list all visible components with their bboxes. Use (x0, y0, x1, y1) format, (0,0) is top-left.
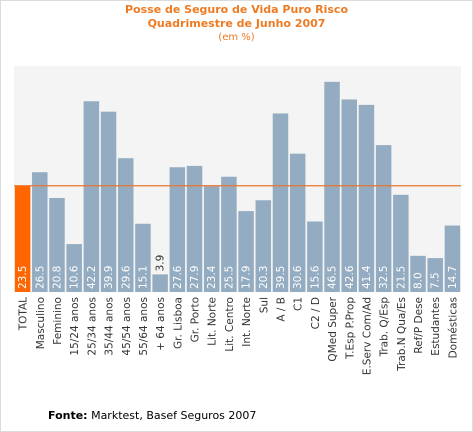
bar (83, 101, 100, 292)
category-label: Trab.N Qua/Es (396, 297, 408, 372)
bar-value-label: 21.5 (395, 266, 407, 289)
bar-value-label: 23.5 (17, 266, 29, 289)
bar (118, 158, 134, 292)
bar (324, 81, 340, 292)
bar (152, 274, 168, 292)
category-label: Int. Norte (241, 297, 253, 347)
bar (169, 167, 186, 292)
bar-value-label: 15.6 (309, 265, 321, 289)
category-label: 15/24 anos (69, 297, 81, 356)
category-label: Gr. Lisboa (172, 297, 184, 349)
category-label: E.Serv Com/Ad (361, 297, 373, 375)
bar-value-label: 39.5 (275, 266, 287, 289)
category-label: Masculino (35, 297, 47, 349)
bar-value-label: 8.0 (413, 272, 425, 289)
category-label: Domésticas (447, 297, 459, 358)
bar (307, 221, 323, 292)
bar-value-label: 27.6 (172, 265, 184, 289)
bar (32, 172, 48, 292)
category-label: 45/54 anos (121, 297, 133, 356)
category-label: Gr. Porto (190, 297, 202, 342)
bar (289, 153, 306, 292)
category-label: QMed Super (327, 296, 339, 361)
bar-value-label: 3.9 (155, 255, 167, 272)
chart-subtitle: Quadrimestre de Junho 2007 (147, 17, 326, 30)
bar (393, 194, 409, 292)
category-label: A / B (275, 297, 287, 322)
category-label: Lit. Centro (224, 297, 236, 352)
bar (135, 223, 151, 292)
bar-value-label: 27.9 (189, 266, 201, 289)
source-footer: Fonte: Marktest, Basef Seguros 2007 (48, 409, 256, 422)
bar (272, 113, 289, 293)
bar-value-label: 14.7 (447, 266, 459, 289)
category-label: 35/44 anos (104, 297, 116, 356)
bar-value-label: 32.5 (378, 266, 390, 289)
bar (341, 99, 357, 292)
bar (221, 176, 237, 292)
category-label: T.Esp P.Prop (344, 297, 356, 360)
category-label: Ref/P Dese (413, 297, 425, 354)
category-label: C1 (293, 297, 305, 311)
bar-value-label: 29.6 (120, 265, 132, 289)
bar-value-label: 46.5 (327, 266, 339, 289)
bar (410, 255, 426, 292)
bar-value-label: 42.2 (86, 266, 98, 289)
bar-value-label: 42.6 (344, 265, 356, 289)
category-label: Sul (258, 297, 270, 313)
category-label: Feminino (52, 297, 64, 345)
bar (49, 197, 65, 292)
bar (14, 185, 31, 292)
bar-value-label: 26.5 (34, 266, 46, 289)
bar-value-label: 41.4 (361, 265, 373, 289)
category-label: + 64 anos (155, 297, 167, 351)
category-label: C2 / D (310, 297, 322, 329)
chart-unit-label: (em %) (218, 32, 255, 43)
bar (100, 111, 117, 292)
bar-value-label: 7.5 (430, 272, 442, 289)
bar-value-label: 39.9 (103, 266, 115, 289)
category-label: Estudantes (430, 297, 442, 356)
bar (375, 145, 392, 292)
bar (358, 104, 375, 292)
bar-value-label: 17.9 (241, 266, 253, 289)
category-label: Lit. Norte (207, 297, 219, 346)
category-label: 25/34 anos (86, 297, 98, 356)
chart-title: Posse de Seguro de Vida Puro Risco (124, 3, 349, 16)
bar-value-label: 30.6 (292, 265, 304, 289)
bar (444, 225, 461, 292)
bar-value-label: 25.5 (223, 266, 235, 289)
category-label: 55/64 anos (138, 297, 150, 356)
bar-value-label: 23.4 (206, 265, 218, 289)
title-block: Posse de Seguro de Vida Puro Risco Quadr… (0, 3, 473, 45)
bar (427, 258, 443, 292)
bar (238, 211, 254, 292)
category-label: Trab. Q/Esp (379, 297, 391, 358)
bar-value-label: 10.6 (69, 265, 81, 289)
bar-value-label: 15.1 (137, 266, 149, 289)
source-text: Marktest, Basef Seguros 2007 (87, 409, 257, 422)
bar-value-label: 20.8 (51, 266, 63, 289)
bar (203, 186, 220, 292)
bar (186, 165, 203, 292)
bar-value-label: 20.3 (258, 266, 270, 289)
source-label: Fonte: (48, 409, 88, 422)
category-label: TOTAL (18, 297, 30, 331)
bar (255, 200, 272, 292)
bar (66, 244, 82, 292)
